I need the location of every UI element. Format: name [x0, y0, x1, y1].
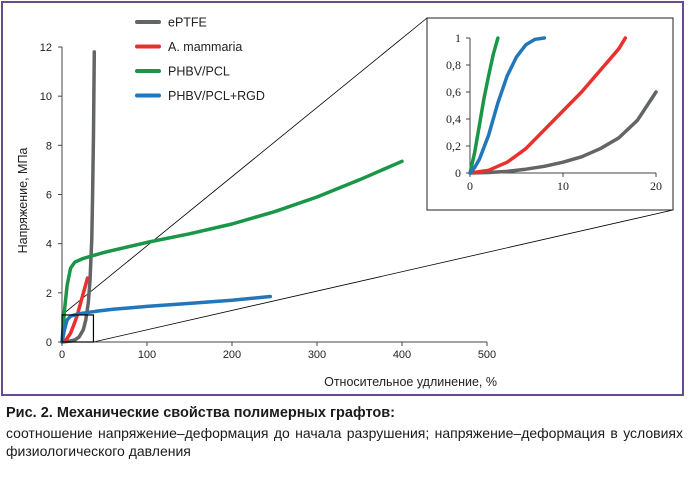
y-tick-label: 0 — [46, 337, 52, 349]
inset-series-line-eptfe — [468, 90, 658, 175]
x-tick-label: 400 — [393, 349, 411, 361]
x-tick-label: 200 — [223, 349, 241, 361]
series-line-a-mammaria — [60, 276, 90, 344]
x-tick-label: 500 — [478, 349, 496, 361]
y-tick-label: 2 — [46, 288, 52, 300]
inset-series-line-phbv-pcl-rgd — [468, 36, 547, 175]
series-line-phbv-pcl-rgd — [60, 294, 273, 344]
inset-y-tick-label: 0,2 — [446, 139, 461, 153]
inset-y-tick-label: 0 — [455, 166, 461, 180]
series-line-eptfe — [60, 50, 97, 344]
y-tick-label: 4 — [46, 239, 52, 251]
legend-label: PHBV/PCL+RGD — [168, 89, 265, 103]
legend-label: ePTFE — [168, 16, 207, 30]
inset-series-line-a-mammaria — [468, 36, 628, 175]
legend-label: PHBV/PCL — [168, 65, 230, 79]
inset-frame — [426, 17, 674, 211]
y-tick-label: 10 — [40, 91, 52, 103]
figure-caption: Рис. 2. Механические свойства полимерных… — [6, 404, 683, 460]
inset-y-tick-label: 1 — [455, 31, 461, 45]
caption-title: Рис. 2. Механические свойства полимерных… — [6, 405, 395, 421]
inset-y-tick-label: 0,8 — [446, 58, 461, 72]
series-line-phbv-pcl — [60, 159, 404, 344]
zoom-connector-bottom — [93, 209, 674, 343]
x-tick-label: 0 — [59, 349, 65, 361]
x-tick-label: 300 — [308, 349, 326, 361]
legend-label: A. mammaria — [168, 40, 242, 54]
x-axis-label: Относительное удлинение, % — [324, 375, 497, 389]
caption-body: соотношение напряжение–деформация до нач… — [6, 425, 683, 459]
zoom-box — [61, 314, 95, 343]
y-tick-label: 6 — [46, 190, 52, 202]
inset-series-line-phbv-pcl — [468, 36, 500, 175]
zoom-connector-top — [61, 17, 428, 316]
inset-x-tick-label: 0 — [467, 179, 473, 193]
inset-y-tick-label: 0,4 — [446, 112, 461, 126]
inset-y-tick-label: 0,6 — [446, 85, 461, 99]
x-tick-label: 100 — [138, 349, 156, 361]
y-tick-label: 12 — [40, 42, 52, 54]
y-tick-label: 8 — [46, 140, 52, 152]
y-axis-label: Напряжение, МПа — [16, 148, 30, 254]
inset-x-tick-label: 10 — [557, 179, 569, 193]
inset-x-tick-label: 20 — [650, 179, 662, 193]
